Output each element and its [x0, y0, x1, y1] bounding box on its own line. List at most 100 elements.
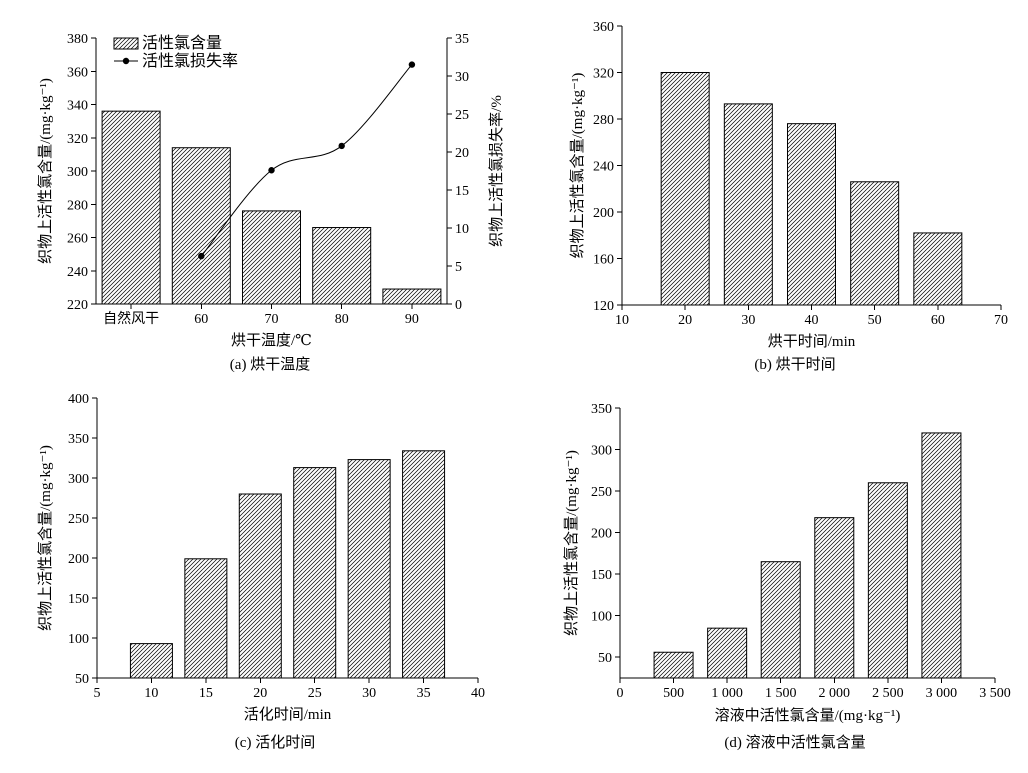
bar: [238, 493, 282, 679]
y-tick-label: 220: [67, 298, 88, 313]
y-tick-label: 300: [68, 472, 89, 487]
x-tick-label: 1 000: [711, 686, 743, 701]
y-axis-title: 织物上活性氯含量/(mg·kg⁻¹): [569, 73, 586, 259]
loss-rate-point: [198, 252, 205, 260]
y2-tick-label: 30: [455, 70, 469, 85]
axes: 50 100 150 200 250 300 350 400 5 10 15 20 25 30 35 40: [68, 392, 485, 701]
x-tick-label: 15: [199, 686, 213, 701]
y-tick-label: 400: [68, 392, 89, 407]
y-tick-label: 260: [67, 232, 88, 247]
bar: [660, 72, 710, 306]
line-series: [198, 61, 416, 260]
x-axis-title: 活化时间/min: [244, 706, 332, 723]
x-tick-label: 自然风干: [103, 310, 159, 327]
x-tick-label: 35: [417, 686, 431, 701]
x-tick-label: 20: [253, 686, 267, 701]
y-tick-label: 200: [593, 206, 614, 221]
y-tick-label: 320: [67, 132, 88, 147]
x-axis-title: 烘干时间/min: [768, 333, 856, 350]
y-tick-label: 120: [593, 299, 614, 314]
y-tick-label: 320: [593, 67, 614, 82]
y2-tick-label: 10: [455, 222, 469, 237]
bar: [921, 432, 962, 679]
bar: [814, 517, 855, 679]
y-tick-label: 100: [591, 610, 612, 625]
bar: [723, 103, 773, 306]
y-tick-label: 350: [68, 432, 89, 447]
bar: [242, 210, 301, 305]
x-tick-label: 1 500: [765, 686, 797, 701]
axes: 50 100 150 200 250 300 350 0 500 1 000 1 500 2 000 2…: [591, 402, 1011, 701]
y-axis-title: 织物上活性氯含量/(mg·kg⁻¹): [37, 78, 54, 264]
loss-rate-point: [338, 142, 345, 150]
legend-swatch-bar: [113, 37, 139, 50]
y2-tick-label: 25: [455, 108, 469, 123]
x-tick-label: 2 500: [872, 686, 904, 701]
bar: [293, 467, 337, 679]
y-tick-label: 100: [68, 632, 89, 647]
y-tick-label: 360: [593, 20, 614, 35]
y-tick-label: 250: [591, 485, 612, 500]
x-tick-label: 30: [741, 313, 755, 328]
y-tick-label: 240: [593, 160, 614, 175]
x-tick-label: 20: [678, 313, 692, 328]
panel-caption: (d) 溶液中活性氯含量: [724, 734, 865, 751]
axes: 120 160 200 240 280 320 360 10 20 30 40 50 60 70: [593, 20, 1008, 328]
bar: [760, 561, 801, 679]
x-tick-label: 30: [362, 686, 376, 701]
panel-caption: (a) 烘干温度: [230, 356, 310, 373]
x-tick-label: 40: [805, 313, 819, 328]
x-tick-label: 5: [94, 686, 101, 701]
x-tick-label: 3 000: [926, 686, 958, 701]
y2-tick-label: 20: [455, 146, 469, 161]
legend-label: 活性氯含量: [142, 34, 222, 52]
loss-rate-point: [268, 167, 275, 174]
y-tick-label: 280: [593, 113, 614, 128]
y-tick-label: 50: [75, 672, 89, 687]
y-tick-label: 240: [67, 265, 88, 280]
x-tick-label: 10: [615, 313, 629, 328]
x-tick-label: 70: [994, 313, 1008, 328]
y-axis-title: 织物上活性氯含量/(mg·kg⁻¹): [37, 445, 54, 631]
axes: 220 240 260 280 300 320 340 360 380 自然风干 60 70 80 90 0…: [67, 32, 505, 327]
x-tick-label: 50: [868, 313, 882, 328]
bar-series: [660, 72, 963, 306]
x-tick-label: 0: [617, 686, 624, 701]
bar: [347, 459, 391, 679]
bar-series: [101, 110, 442, 305]
y-tick-label: 200: [68, 552, 89, 567]
bar: [787, 123, 836, 306]
bar: [312, 227, 372, 305]
x-axis-title: 溶液中活性氯含量/(mg·kg⁻¹): [715, 707, 901, 724]
bar-series: [129, 450, 446, 679]
loss-rate-point: [408, 61, 416, 68]
panel-drying-temperature: 220 240 260 280 300 320 340 360 380 自然风干 60 70 80 90 0…: [37, 32, 505, 373]
x-tick-label: 80: [335, 312, 349, 327]
panel-caption: (c) 活化时间: [235, 734, 315, 751]
x-tick-label: 90: [405, 312, 419, 327]
bar: [129, 643, 173, 679]
loss-rate-line: [200, 64, 413, 257]
y2-tick-label: 15: [455, 184, 469, 199]
bar: [402, 450, 446, 679]
y-tick-label: 360: [67, 65, 88, 80]
y-tick-label: 200: [591, 527, 612, 542]
panel-drying-time: 120 160 200 240 280 320 360 10 20 30 40 50 60 70 织物上活性…: [569, 20, 1008, 373]
panel-caption: (b) 烘干时间: [754, 356, 835, 373]
y-tick-label: 300: [67, 165, 88, 180]
x-tick-label: 3 500: [979, 686, 1011, 701]
x-tick-label: 25: [308, 686, 322, 701]
x-tick-label: 10: [144, 686, 158, 701]
bar: [850, 181, 900, 306]
x-axis-title: 烘干温度/℃: [231, 332, 312, 349]
bar: [653, 651, 694, 679]
bar: [913, 232, 963, 306]
bar: [184, 558, 228, 679]
panel-solution-chlorine: 50 100 150 200 250 300 350 0 500 1 000 1 500 2 000 2…: [563, 402, 1011, 751]
y2-tick-label: 35: [455, 32, 469, 47]
panel-activation-time: 50 100 150 200 250 300 350 400 5 10 15 20 25 30 35 40 织物…: [37, 392, 485, 751]
y-tick-label: 160: [593, 253, 614, 268]
y-axis-title: 织物上活性氯含量/(mg·kg⁻¹): [563, 450, 580, 636]
